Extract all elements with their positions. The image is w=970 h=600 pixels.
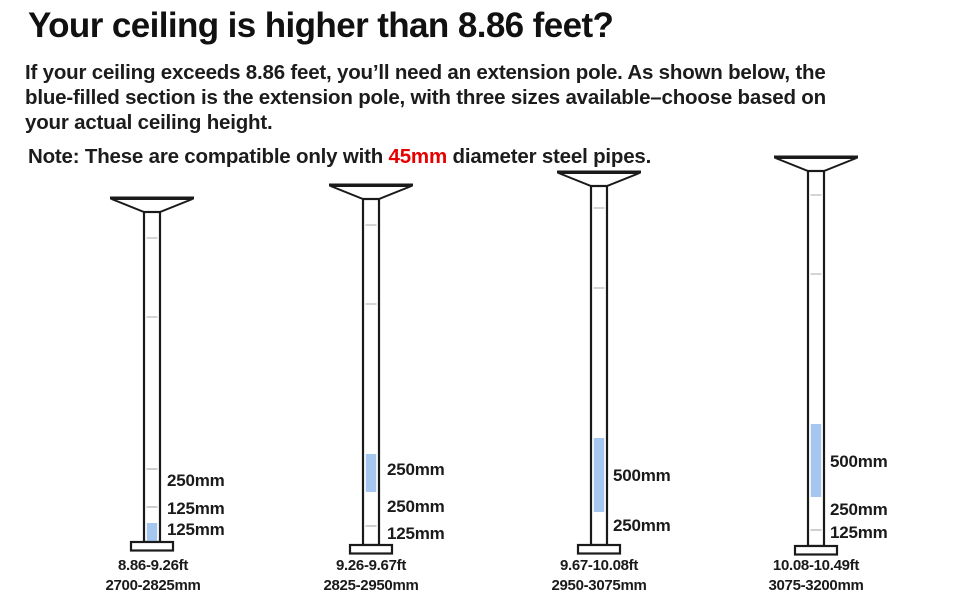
floor-base [576, 543, 622, 555]
mm-range: 2950-3075mm [551, 577, 647, 594]
extension-pole-section [593, 438, 605, 512]
note-suffix: diameter steel pipes. [447, 145, 652, 168]
segment-label: 250mm [613, 516, 671, 535]
intro-line-3: your actual ceiling height. [25, 111, 273, 134]
ft-range: 8.86-9.26ft [117, 557, 189, 574]
intro-line-1: If your ceiling exceeds 8.86 feet, you’l… [25, 61, 826, 84]
ft-range: 9.67-10.08ft [559, 557, 639, 574]
extension-pole-section [146, 523, 158, 542]
ceiling-plate [558, 172, 640, 187]
pole-body [361, 197, 381, 547]
pole-caption-2: 9.26-9.67ft 2825-2950mm [286, 556, 456, 596]
pole-figure-3 [557, 170, 641, 555]
pole-caption-3: 9.67-10.08ft 2950-3075mm [514, 556, 684, 596]
intro-text: If your ceiling exceeds 8.86 feet, you’l… [25, 60, 826, 135]
pole-caption-4: 10.08-10.49ft 3075-3200mm [731, 556, 901, 596]
pole-figure-1 [110, 196, 194, 552]
intro-line-2: blue-filled section is the extension pol… [25, 86, 826, 109]
note-prefix: Note: These are compatible only with [28, 145, 389, 168]
pole-body [142, 210, 162, 544]
page-title: Your ceiling is higher than 8.86 feet? [28, 6, 614, 45]
segment-label: 250mm [167, 471, 225, 490]
segment-label: 500mm [613, 466, 671, 485]
segment-label: 250mm [387, 460, 445, 479]
ceiling-plate [330, 185, 412, 200]
mm-range: 3075-3200mm [768, 577, 864, 594]
extension-pole-section [810, 424, 822, 497]
floor-base [793, 544, 839, 556]
note-highlight: 45mm [388, 145, 448, 168]
segment-label: 125mm [387, 524, 445, 543]
extension-pole-section [365, 454, 377, 492]
ceiling-plate [775, 157, 857, 172]
ft-range: 9.26-9.67ft [335, 557, 407, 574]
segment-label: 250mm [387, 497, 445, 516]
segment-label: 500mm [830, 452, 888, 471]
floor-base [348, 543, 394, 555]
segment-label: 125mm [830, 523, 888, 542]
segment-label: 125mm [167, 499, 225, 518]
mm-range: 2700-2825mm [105, 577, 201, 594]
note-text: Note: These are compatible only with 45m… [28, 144, 651, 169]
segment-label: 125mm [167, 520, 225, 539]
ft-range: 10.08-10.49ft [772, 557, 860, 574]
pole-figure-2 [329, 183, 413, 555]
segment-label: 250mm [830, 500, 888, 519]
mm-range: 2825-2950mm [323, 577, 419, 594]
ceiling-plate [111, 198, 193, 213]
pole-caption-1: 8.86-9.26ft 2700-2825mm [68, 556, 238, 596]
floor-base [129, 540, 175, 552]
pole-figure-4 [774, 155, 858, 556]
